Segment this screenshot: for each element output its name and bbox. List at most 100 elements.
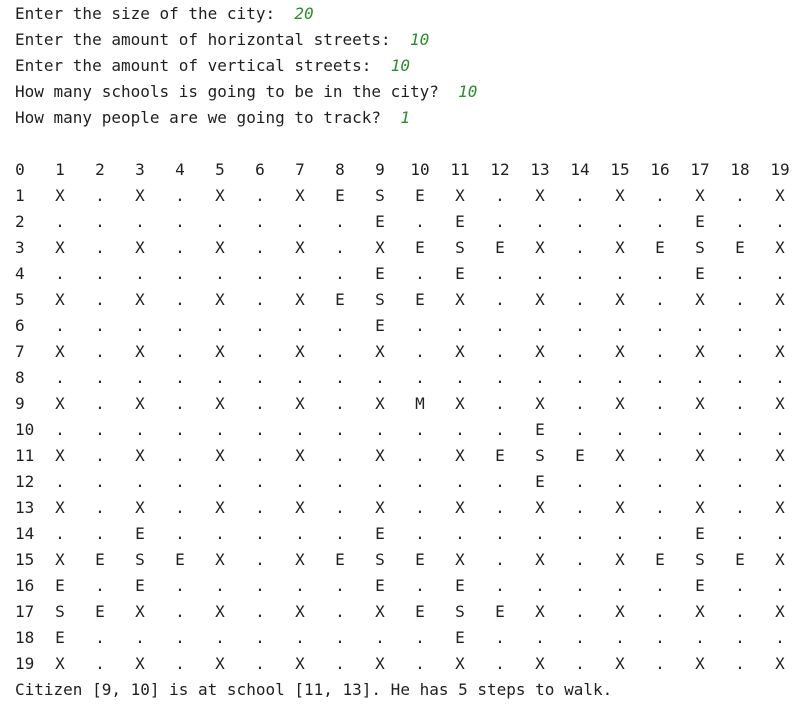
- grid-cell: E: [685, 264, 715, 284]
- grid-cell: .: [725, 576, 755, 596]
- grid-cell: X: [205, 446, 235, 466]
- grid-cell: .: [645, 472, 675, 492]
- grid-header-cell: 15: [605, 160, 635, 180]
- grid-cell: .: [245, 498, 275, 518]
- grid-cell: .: [605, 420, 635, 440]
- grid-cell: .: [245, 654, 275, 674]
- grid-cell: X: [205, 342, 235, 362]
- grid-cell: X: [285, 290, 315, 310]
- grid-header-cell: 11: [445, 160, 475, 180]
- grid-cell: .: [485, 316, 515, 336]
- grid-cell: E: [405, 602, 435, 622]
- grid-cell: S: [445, 602, 475, 622]
- grid-cell: .: [485, 264, 515, 284]
- grid-cell: .: [45, 264, 75, 284]
- grid-cell: X: [365, 446, 395, 466]
- grid-cell: .: [165, 394, 195, 414]
- grid-cell: E: [365, 212, 395, 232]
- grid-cell: .: [485, 628, 515, 648]
- grid-cell: .: [245, 264, 275, 284]
- prompt-question: How many schools is going to be in the c…: [15, 82, 458, 101]
- grid-cell: .: [325, 524, 355, 544]
- grid-cell: .: [565, 628, 595, 648]
- grid-header-cell: 19: [765, 160, 795, 180]
- grid-cell: .: [565, 368, 595, 388]
- grid-cell: X: [525, 602, 555, 622]
- grid-header-cell: 6: [245, 160, 275, 180]
- grid-cell: X: [525, 654, 555, 674]
- grid-cell: X: [125, 186, 155, 206]
- grid-cell: .: [245, 576, 275, 596]
- grid-cell: .: [605, 368, 635, 388]
- grid-cell: .: [485, 524, 515, 544]
- grid-cell: X: [205, 498, 235, 518]
- grid-cell: .: [405, 576, 435, 596]
- grid-cell: .: [85, 316, 115, 336]
- grid-cell: .: [325, 238, 355, 258]
- grid-cell: .: [485, 394, 515, 414]
- grid-cell: X: [765, 498, 795, 518]
- grid-cell: X: [285, 342, 315, 362]
- prompt-question: Enter the amount of vertical streets:: [15, 56, 391, 75]
- grid-cell: X: [765, 342, 795, 362]
- grid-cell: X: [365, 394, 395, 414]
- grid-cell: X: [605, 498, 635, 518]
- grid-cell: X: [205, 186, 235, 206]
- grid-cell: .: [285, 316, 315, 336]
- grid-cell: X: [445, 498, 475, 518]
- grid-cell: .: [605, 212, 635, 232]
- grid-cell: .: [45, 420, 75, 440]
- grid-cell: X: [605, 602, 635, 622]
- grid-cell: .: [165, 238, 195, 258]
- grid-cell: .: [565, 342, 595, 362]
- grid-cell: X: [45, 550, 75, 570]
- grid-cell: .: [645, 368, 675, 388]
- grid-cell: .: [245, 368, 275, 388]
- grid-cell: .: [85, 524, 115, 544]
- grid-cell: X: [365, 498, 395, 518]
- grid-cell: .: [485, 498, 515, 518]
- grid-cell: .: [765, 524, 795, 544]
- grid-cell: .: [445, 316, 475, 336]
- grid-row-label: 6: [15, 316, 25, 336]
- grid-cell: .: [485, 654, 515, 674]
- grid-cell: .: [445, 524, 475, 544]
- grid-cell: X: [45, 186, 75, 206]
- grid-cell: E: [365, 576, 395, 596]
- grid-cell: .: [325, 602, 355, 622]
- grid-cell: X: [445, 342, 475, 362]
- grid-cell: .: [685, 316, 715, 336]
- grid-cell: E: [405, 290, 435, 310]
- grid-cell: .: [205, 472, 235, 492]
- grid-cell: .: [765, 264, 795, 284]
- grid-cell: E: [725, 550, 755, 570]
- grid-header-cell: 12: [485, 160, 515, 180]
- grid-row-label: 12: [15, 472, 34, 492]
- grid-cell: .: [725, 446, 755, 466]
- grid-cell: X: [765, 446, 795, 466]
- grid-cell: .: [205, 264, 235, 284]
- grid-cell: E: [325, 550, 355, 570]
- grid-cell: .: [565, 498, 595, 518]
- grid-cell: .: [325, 264, 355, 284]
- grid-cell: .: [605, 264, 635, 284]
- grid-cell: .: [85, 628, 115, 648]
- grid-cell: .: [285, 368, 315, 388]
- grid-cell: X: [205, 654, 235, 674]
- grid-cell: .: [325, 368, 355, 388]
- grid-cell: X: [445, 654, 475, 674]
- grid-cell: .: [165, 628, 195, 648]
- grid-cell: .: [85, 290, 115, 310]
- grid-cell: .: [285, 576, 315, 596]
- grid-cell: .: [165, 576, 195, 596]
- grid-cell: .: [765, 368, 795, 388]
- grid-cell: .: [85, 420, 115, 440]
- grid-cell: .: [245, 238, 275, 258]
- grid-cell: .: [525, 524, 555, 544]
- grid-cell: E: [405, 238, 435, 258]
- grid-cell: .: [125, 368, 155, 388]
- grid-cell: E: [85, 602, 115, 622]
- grid-cell: X: [685, 186, 715, 206]
- grid-cell: M: [405, 394, 435, 414]
- grid-cell: .: [165, 654, 195, 674]
